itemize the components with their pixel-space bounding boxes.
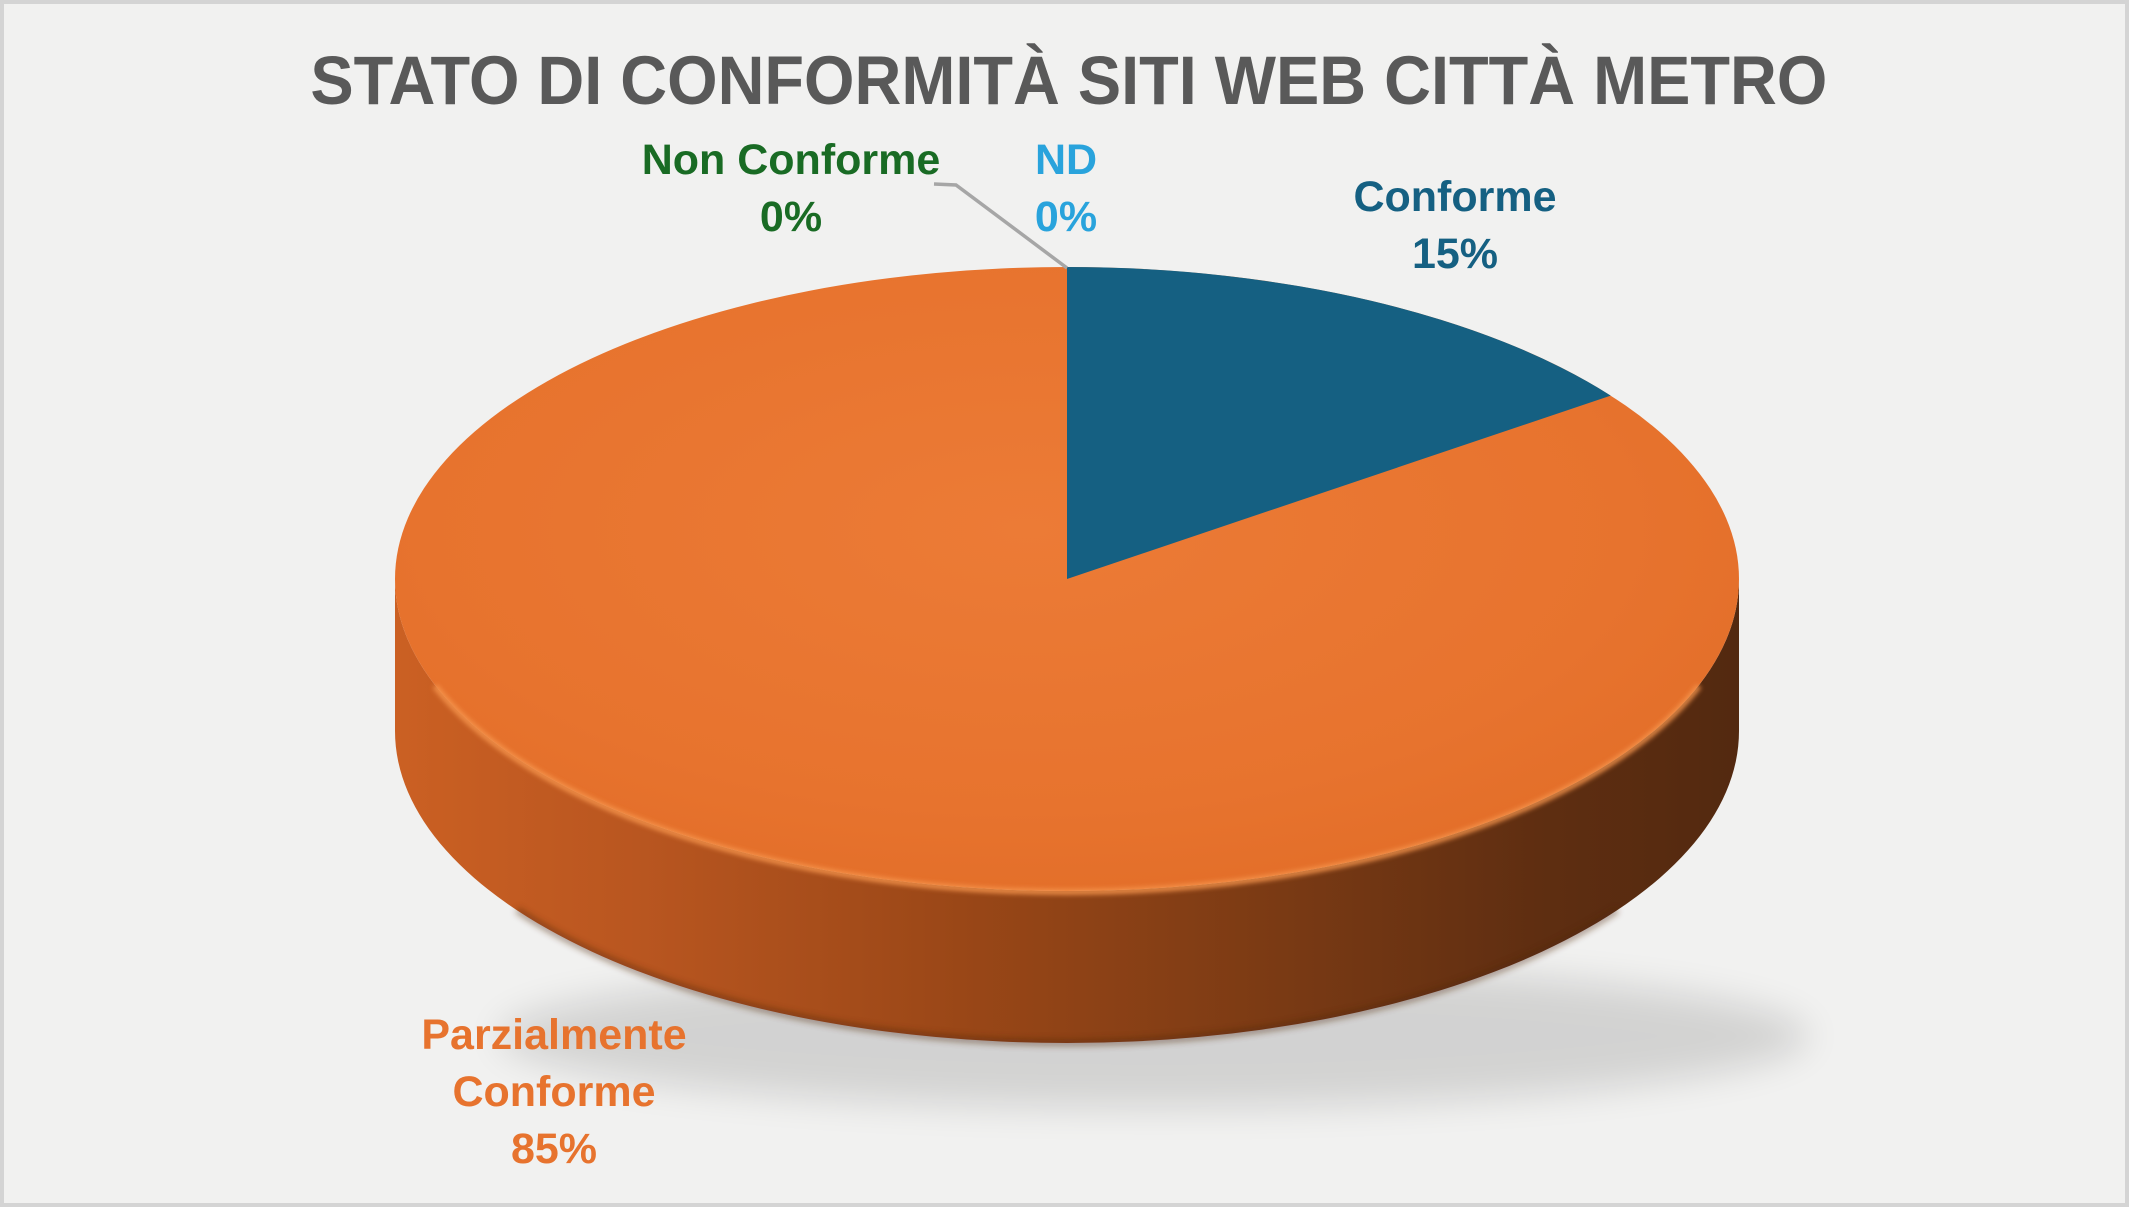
label-parzialmente-pct: 85% xyxy=(510,1125,598,1173)
label-nd-name: ND xyxy=(1034,136,1098,184)
label-parzialmente-conforme: Parzialmente Conforme 85% xyxy=(344,1007,764,1178)
label-nd: ND 0% xyxy=(856,132,1276,246)
label-conforme: Conforme 15% xyxy=(1245,169,1665,283)
label-conforme-pct: 15% xyxy=(1411,230,1499,278)
label-non-conforme-pct: 0% xyxy=(759,193,823,241)
label-non-conforme-name: Non Conforme xyxy=(641,136,941,184)
label-non-conforme: Non Conforme 0% xyxy=(581,132,1001,246)
pie-rim-highlight xyxy=(432,684,1702,895)
chart-title-text: STATO DI CONFORMITÀ SITI WEB CITTÀ METRO xyxy=(310,42,1827,119)
leader-line-non-conforme xyxy=(933,182,1069,270)
pie-side xyxy=(395,579,1739,1043)
chart-title: STATO DI CONFORMITÀ SITI WEB CITTÀ METRO xyxy=(4,40,2125,123)
pie-side-bottom-seam xyxy=(515,907,1619,1046)
label-parzialmente-name1: Parzialmente xyxy=(421,1011,687,1059)
pie-3d-chart xyxy=(395,182,1809,1108)
label-nd-pct: 0% xyxy=(1034,193,1098,241)
label-parzialmente-name2: Conforme xyxy=(452,1068,656,1116)
pie-slices xyxy=(1067,267,1611,579)
label-conforme-name: Conforme xyxy=(1353,173,1557,221)
pie-slice-conforme xyxy=(1067,267,1611,579)
